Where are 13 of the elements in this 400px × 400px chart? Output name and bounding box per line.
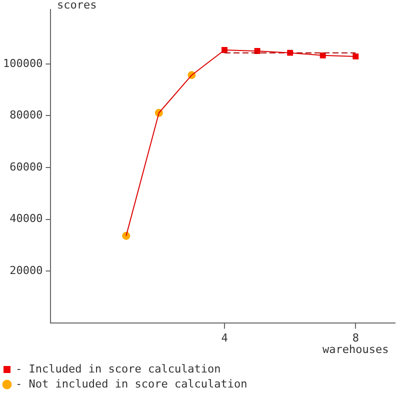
point <box>122 232 130 240</box>
legend-label: - Included in score calculation <box>16 362 221 376</box>
x-tick-label: 8 <box>352 331 359 344</box>
y-axis-title: scores <box>56 0 97 12</box>
x-tick-label: 4 <box>221 331 228 344</box>
point <box>352 53 359 60</box>
y-tick-label: 60000 <box>10 160 43 174</box>
legend-label: - Not included in score calculation <box>16 377 248 390</box>
x-axis-title: warehouses <box>322 343 389 356</box>
y-tick-label: 20000 <box>10 264 43 277</box>
y-tick-label: 40000 <box>10 212 43 226</box>
y-tick-label: 80000 <box>10 108 43 122</box>
y-tick-label: 100000 <box>2 56 43 70</box>
